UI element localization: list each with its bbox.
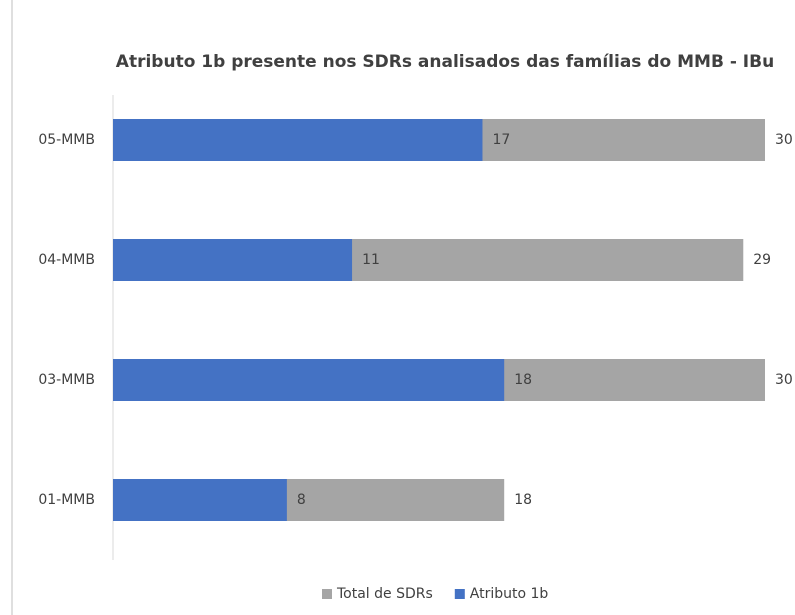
- y-tick-label: 03-MMB: [38, 372, 95, 388]
- data-label: 11: [362, 252, 380, 268]
- legend-swatch: [322, 589, 332, 599]
- legend-label: Total de SDRs: [336, 586, 433, 602]
- bar: [113, 119, 483, 161]
- data-label: 8: [297, 492, 306, 508]
- data-label: 17: [492, 132, 510, 148]
- legend-swatch: [454, 589, 465, 599]
- data-label: 30: [775, 372, 793, 388]
- bar: [113, 239, 353, 281]
- data-label: 18: [514, 492, 532, 508]
- chart-title: Atributo 1b presente nos SDRs analisados…: [116, 52, 774, 72]
- y-tick-label: 05-MMB: [38, 132, 95, 148]
- y-tick-label: 04-MMB: [38, 252, 95, 268]
- y-tick-label: 01-MMB: [38, 492, 95, 508]
- data-label: 30: [775, 132, 793, 148]
- data-label: 29: [753, 252, 771, 268]
- data-label: 18: [514, 372, 532, 388]
- bar: [113, 359, 505, 401]
- legend-label: Atributo 1b: [470, 586, 549, 602]
- bar: [113, 479, 287, 521]
